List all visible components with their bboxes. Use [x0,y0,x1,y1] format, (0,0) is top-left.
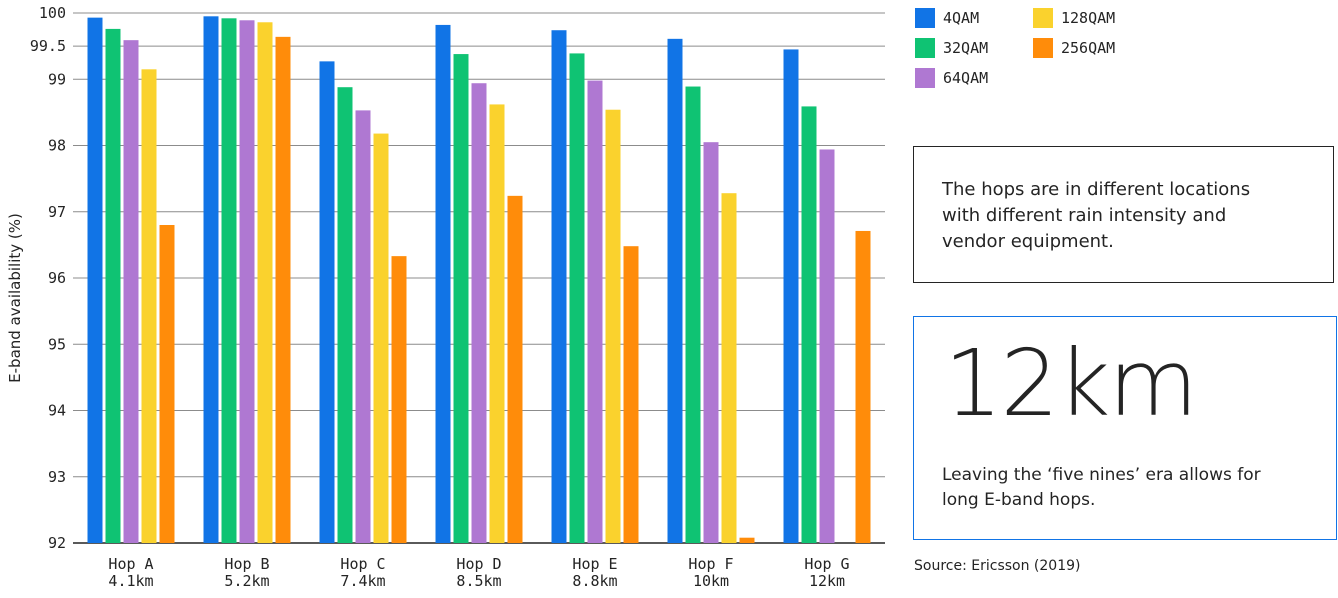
legend-swatch-32qam [915,38,935,58]
bar-64qam [819,149,835,543]
bar-32qam [105,28,121,543]
y-tick-label: 95 [48,335,66,353]
bar-128qam [605,109,621,543]
legend-label: 4QAM [943,9,980,27]
bar-4qam [203,16,219,543]
bar-64qam [587,80,603,543]
x-category-label: 5.2km [224,572,269,590]
y-tick-label: 99.5 [30,37,66,55]
x-category-label: Hop F [688,555,733,573]
bar-256qam [159,225,175,543]
bar-128qam [141,69,157,543]
bar-128qam [489,104,505,544]
bar-64qam [123,40,139,543]
y-tick-label: 97 [48,203,66,221]
bar-256qam [275,36,291,543]
bar-256qam [507,195,523,543]
bar-32qam [569,53,585,543]
bar-64qam [239,20,255,544]
y-tick-label: 93 [48,468,66,486]
x-category-label: 8.8km [572,572,617,590]
bar-32qam [685,86,701,543]
note-box: The hops are in different locations with… [913,146,1334,283]
legend-label: 64QAM [943,69,989,87]
legend-item-256qam: 256QAM [1033,38,1115,58]
bar-4qam [435,24,451,544]
x-category-label: Hop G [804,555,849,573]
bar-64qam [703,142,719,543]
legend-swatch-64qam [915,68,935,88]
chart-legend: 4QAM 32QAM 64QAM 128QAM 256QAM [915,8,1215,98]
y-tick-label: 94 [48,402,66,420]
x-axis-categories: Hop A4.1km Hop B5.2km Hop C7.4km Hop D8.5km… [108,555,849,590]
bars [87,16,871,544]
y-axis-ticks: 92 93 94 95 96 97 98 99 99.5 100 [30,4,66,552]
y-tick-label: 100 [39,4,66,22]
x-category-label: Hop A [108,555,153,573]
y-tick-label: 98 [48,137,66,155]
bar-32qam [453,54,469,543]
callout-box: 12km Leaving the ‘five nines’ era allows… [913,316,1337,540]
bar-64qam [355,110,371,543]
source-note: Source: Ericsson (2019) [914,558,1081,574]
bar-4qam [551,30,567,544]
bar-32qam [221,18,237,544]
note-text: The hops are in different locations with… [942,179,1251,252]
x-category-label: 7.4km [340,572,385,590]
x-category-label: Hop D [456,555,501,573]
legend-label: 128QAM [1061,9,1116,27]
bar-32qam [337,87,353,543]
bar-256qam [391,256,407,543]
bar-32qam [801,106,817,543]
x-category-label: Hop C [340,555,385,573]
bar-4qam [319,61,335,544]
bar-4qam [87,17,103,543]
x-category-label: 12km [809,572,845,590]
y-tick-label: 92 [48,534,66,552]
legend-swatch-4qam [915,8,935,28]
legend-item-4qam: 4QAM [915,8,979,28]
bar-256qam [739,537,755,543]
legend-item-32qam: 32QAM [915,38,988,58]
legend-item-128qam: 128QAM [1033,8,1115,28]
legend-item-64qam: 64QAM [915,68,988,88]
availability-bar-chart: 92 93 94 95 96 97 98 99 99.5 100 Hop A4.1km Hop B5… [6,4,885,590]
legend-swatch-128qam [1033,8,1053,28]
legend-label: 256QAM [1061,39,1116,57]
legend-label: 32QAM [943,39,989,57]
x-category-label: Hop E [572,555,617,573]
callout-text: Leaving the ‘five nines’ era allows for … [942,465,1261,510]
bar-256qam [623,246,639,543]
bar-128qam [257,22,273,543]
bar-128qam [373,133,389,543]
bar-4qam [667,38,683,544]
bar-64qam [471,83,487,543]
y-tick-label: 96 [48,269,66,287]
x-category-label: Hop B [224,555,269,573]
y-axis-label: E-band availability (%) [6,213,24,383]
bar-4qam [783,49,799,543]
x-category-label: 4.1km [108,572,153,590]
y-tick-label: 99 [48,70,66,88]
bar-128qam [721,193,737,543]
bar-256qam [855,230,871,543]
x-category-label: 8.5km [456,572,501,590]
legend-swatch-256qam [1033,38,1053,58]
callout-headline: 12km [944,330,1198,437]
x-category-label: 10km [693,572,729,590]
